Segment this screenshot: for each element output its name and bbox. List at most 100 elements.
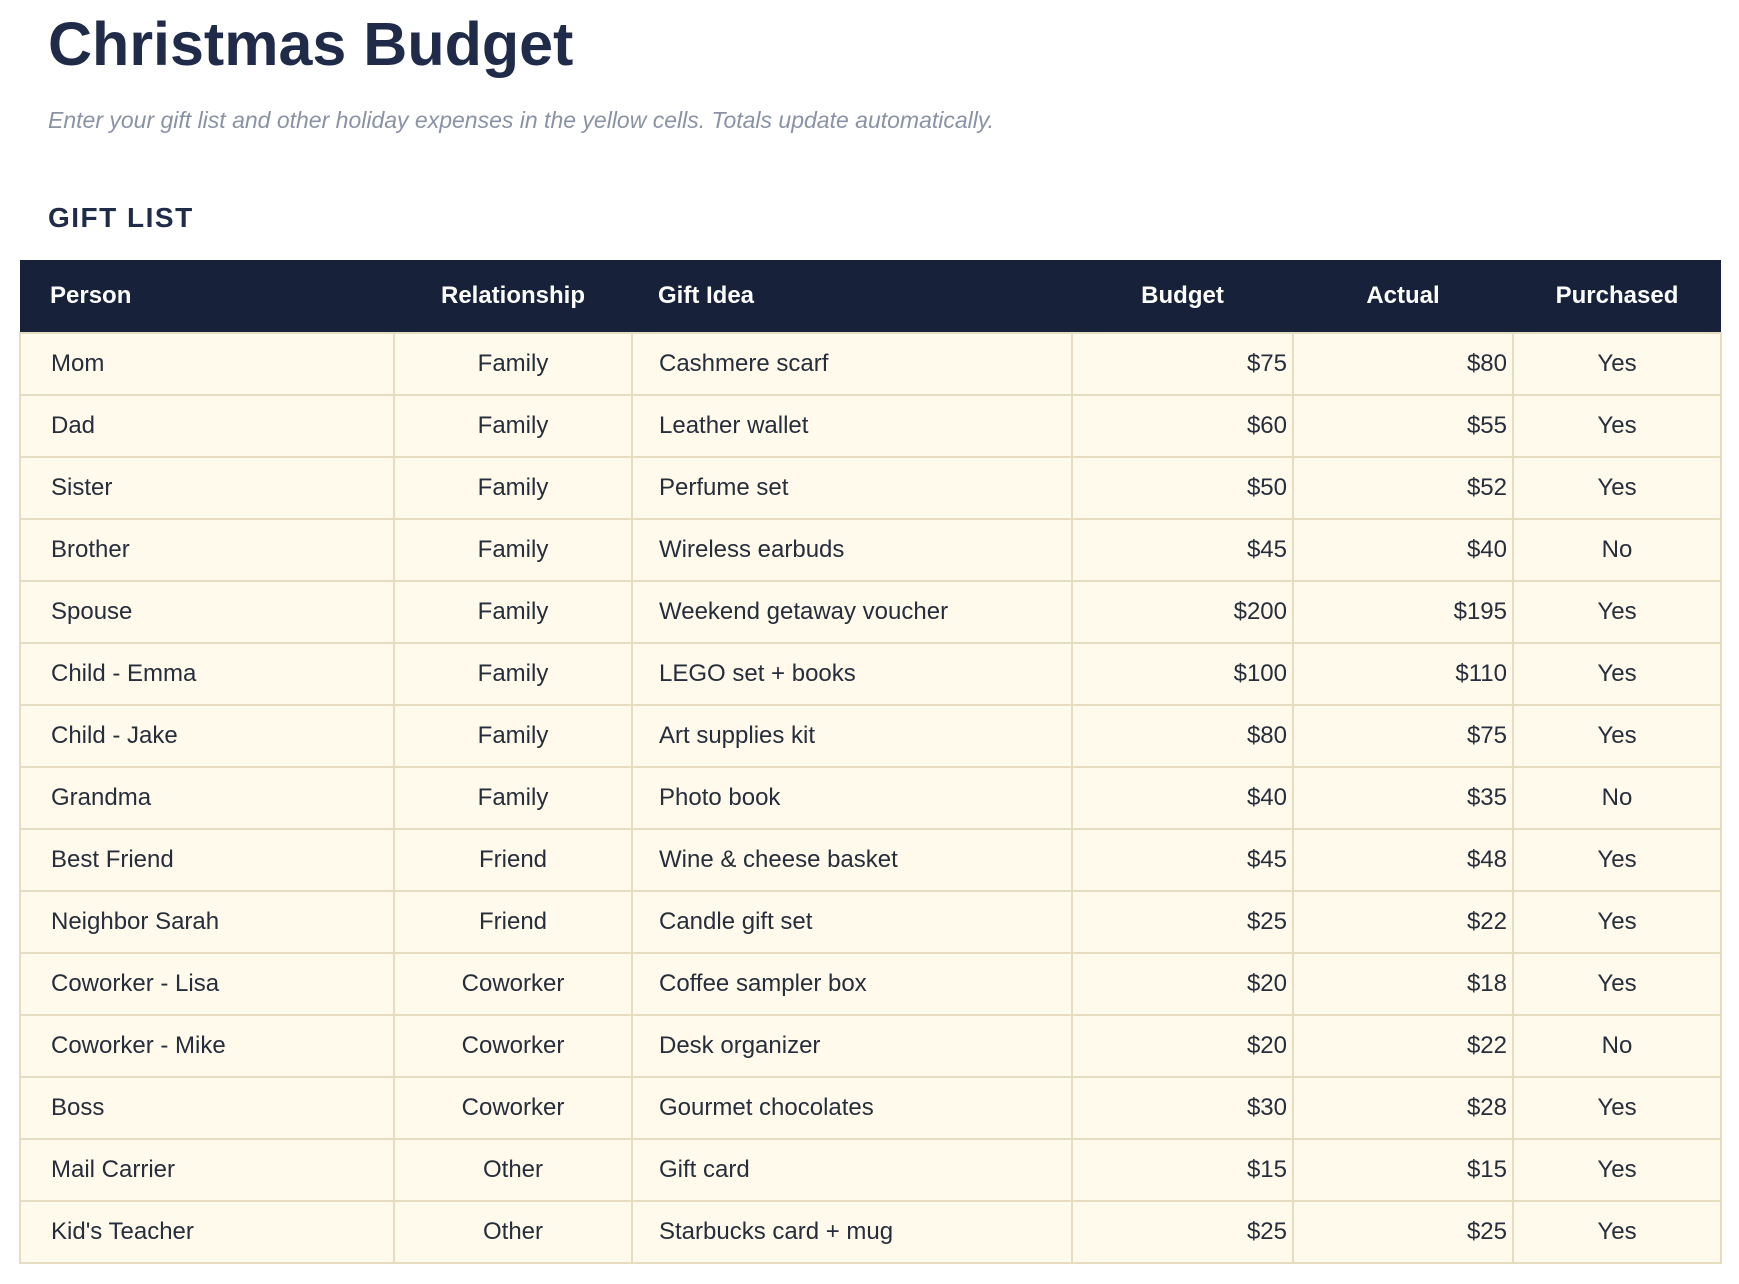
cell-purchased[interactable]: Yes (1512, 580, 1722, 645)
cell-person[interactable]: Mail Carrier (19, 1138, 395, 1203)
cell-budget[interactable]: $15 (1071, 1138, 1294, 1203)
cell-gift-idea[interactable]: Candle gift set (631, 890, 1073, 955)
cell-gift-idea[interactable]: Gift card (631, 1138, 1073, 1203)
cell-budget[interactable]: $25 (1071, 1200, 1294, 1265)
cell-budget[interactable]: $80 (1071, 704, 1294, 769)
cell-person[interactable]: Neighbor Sarah (19, 890, 395, 955)
cell-gift-idea[interactable]: Art supplies kit (631, 704, 1073, 769)
cell-relationship[interactable]: Family (393, 394, 633, 459)
cell-person[interactable]: Kid's Teacher (19, 1200, 395, 1265)
cell-budget[interactable]: $75 (1071, 332, 1294, 397)
cell-purchased[interactable]: No (1512, 1014, 1722, 1079)
cell-budget[interactable]: $100 (1071, 642, 1294, 707)
cell-person[interactable]: Grandma (19, 766, 395, 831)
cell-person[interactable]: Brother (19, 518, 395, 583)
cell-budget[interactable]: $45 (1071, 828, 1294, 893)
cell-purchased[interactable]: Yes (1512, 952, 1722, 1017)
cell-person[interactable]: Boss (19, 1076, 395, 1141)
cell-gift-idea[interactable]: Coffee sampler box (631, 952, 1073, 1017)
cell-actual[interactable]: $22 (1292, 1014, 1514, 1079)
cell-gift-idea[interactable]: Cashmere scarf (631, 332, 1073, 397)
cell-budget[interactable]: $40 (1071, 766, 1294, 831)
cell-gift-idea[interactable]: LEGO set + books (631, 642, 1073, 707)
cell-actual[interactable]: $48 (1292, 828, 1514, 893)
cell-purchased[interactable]: Yes (1512, 1200, 1722, 1265)
table-row: Spouse Family Weekend getaway voucher $2… (19, 580, 1722, 645)
cell-actual[interactable]: $75 (1292, 704, 1514, 769)
cell-purchased[interactable]: Yes (1512, 332, 1722, 397)
cell-person[interactable]: Coworker - Mike (19, 1014, 395, 1079)
cell-relationship[interactable]: Coworker (393, 1076, 633, 1141)
cell-actual[interactable]: $18 (1292, 952, 1514, 1017)
cell-relationship[interactable]: Family (393, 332, 633, 397)
table-row: Sister Family Perfume set $50 $52 Yes (19, 456, 1722, 521)
cell-gift-idea[interactable]: Gourmet chocolates (631, 1076, 1073, 1141)
page-subtitle: Enter your gift list and other holiday e… (48, 107, 995, 134)
cell-gift-idea[interactable]: Wireless earbuds (631, 518, 1073, 583)
cell-actual[interactable]: $25 (1292, 1200, 1514, 1265)
cell-budget[interactable]: $50 (1071, 456, 1294, 521)
cell-purchased[interactable]: Yes (1512, 1076, 1722, 1141)
table-header-row: Person Relationship Gift Idea Budget Act… (20, 260, 1721, 334)
cell-purchased[interactable]: Yes (1512, 828, 1722, 893)
cell-relationship[interactable]: Family (393, 580, 633, 645)
cell-purchased[interactable]: Yes (1512, 394, 1722, 459)
cell-gift-idea[interactable]: Desk organizer (631, 1014, 1073, 1079)
cell-person[interactable]: Best Friend (19, 828, 395, 893)
cell-relationship[interactable]: Other (393, 1138, 633, 1203)
cell-actual[interactable]: $28 (1292, 1076, 1514, 1141)
cell-budget[interactable]: $20 (1071, 1014, 1294, 1079)
cell-gift-idea[interactable]: Starbucks card + mug (631, 1200, 1073, 1265)
cell-person[interactable]: Child - Jake (19, 704, 395, 769)
cell-purchased[interactable]: Yes (1512, 642, 1722, 707)
cell-actual[interactable]: $110 (1292, 642, 1514, 707)
cell-relationship[interactable]: Family (393, 642, 633, 707)
cell-person[interactable]: Sister (19, 456, 395, 521)
cell-relationship[interactable]: Friend (393, 828, 633, 893)
cell-actual[interactable]: $22 (1292, 890, 1514, 955)
table-row: Grandma Family Photo book $40 $35 No (19, 766, 1722, 831)
cell-relationship[interactable]: Other (393, 1200, 633, 1265)
cell-relationship[interactable]: Family (393, 766, 633, 831)
cell-actual[interactable]: $195 (1292, 580, 1514, 645)
cell-actual[interactable]: $52 (1292, 456, 1514, 521)
cell-person[interactable]: Coworker - Lisa (19, 952, 395, 1017)
cell-purchased[interactable]: Yes (1512, 890, 1722, 955)
cell-gift-idea[interactable]: Wine & cheese basket (631, 828, 1073, 893)
cell-purchased[interactable]: No (1512, 518, 1722, 583)
cell-budget[interactable]: $25 (1071, 890, 1294, 955)
cell-budget[interactable]: $30 (1071, 1076, 1294, 1141)
table-row: Coworker - Lisa Coworker Coffee sampler … (19, 952, 1722, 1017)
cell-relationship[interactable]: Family (393, 456, 633, 521)
cell-gift-idea[interactable]: Weekend getaway voucher (631, 580, 1073, 645)
cell-purchased[interactable]: Yes (1512, 704, 1722, 769)
cell-purchased[interactable]: Yes (1512, 456, 1722, 521)
cell-relationship[interactable]: Family (393, 704, 633, 769)
cell-person[interactable]: Child - Emma (19, 642, 395, 707)
cell-actual[interactable]: $55 (1292, 394, 1514, 459)
cell-relationship[interactable]: Coworker (393, 1014, 633, 1079)
table-row: Mail Carrier Other Gift card $15 $15 Yes (19, 1138, 1722, 1203)
cell-actual[interactable]: $40 (1292, 518, 1514, 583)
cell-gift-idea[interactable]: Photo book (631, 766, 1073, 831)
cell-person[interactable]: Mom (19, 332, 395, 397)
cell-purchased[interactable]: No (1512, 766, 1722, 831)
cell-actual[interactable]: $35 (1292, 766, 1514, 831)
cell-purchased[interactable]: Yes (1512, 1138, 1722, 1203)
cell-relationship[interactable]: Friend (393, 890, 633, 955)
cell-relationship[interactable]: Family (393, 518, 633, 583)
cell-actual[interactable]: $80 (1292, 332, 1514, 397)
table-row: Neighbor Sarah Friend Candle gift set $2… (19, 890, 1722, 955)
cell-person[interactable]: Dad (19, 394, 395, 459)
cell-gift-idea[interactable]: Leather wallet (631, 394, 1073, 459)
cell-budget[interactable]: $60 (1071, 394, 1294, 459)
cell-actual[interactable]: $15 (1292, 1138, 1514, 1203)
cell-budget[interactable]: $20 (1071, 952, 1294, 1017)
cell-person[interactable]: Spouse (19, 580, 395, 645)
table-row: Brother Family Wireless earbuds $45 $40 … (19, 518, 1722, 583)
column-header-budget: Budget (1072, 260, 1293, 334)
cell-budget[interactable]: $45 (1071, 518, 1294, 583)
cell-gift-idea[interactable]: Perfume set (631, 456, 1073, 521)
cell-relationship[interactable]: Coworker (393, 952, 633, 1017)
cell-budget[interactable]: $200 (1071, 580, 1294, 645)
